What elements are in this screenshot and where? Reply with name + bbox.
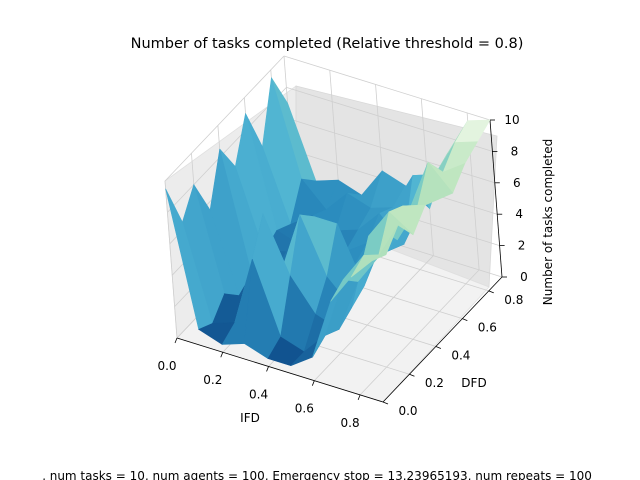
tick-marks [174,119,507,405]
z-tick-labels: 0 2 4 6 8 10 [504,113,527,284]
x-tick-label: 0.2 [203,373,222,387]
z-tick-label: 4 [515,207,523,221]
y-tick-labels: 0.0 0.2 0.4 0.6 0.8 [398,293,523,418]
x-tick-mark [220,352,224,358]
chart-footer-text: , num tasks = 10, num agents = 100, Emer… [42,469,592,480]
y-axis-line [382,276,503,403]
x-tick-mark [357,394,361,401]
grid-line [167,87,287,213]
x-tick-mark [174,337,178,344]
grid-line [359,269,480,396]
y-tick-mark [382,401,389,405]
x-axis-line [176,337,384,403]
axis-lines [176,119,503,403]
y-tick-mark [462,318,468,322]
y-tick-mark [435,346,442,349]
x-tick-label: 0.0 [157,359,176,373]
x-tick-mark [266,366,269,372]
grid-line [164,180,178,339]
chart-title: Number of tasks completed (Relative thre… [131,36,524,52]
z-tick-label: 2 [518,239,526,253]
y-tick-label: 0.6 [478,321,497,335]
y-tick-label: 0.8 [504,293,523,307]
z-tick-label: 10 [504,113,519,127]
y-tick-label: 0.4 [451,348,470,362]
z-tick-label: 0 [520,270,528,284]
z-tick-label: 6 [513,176,521,190]
x-tick-label: 0.8 [341,416,360,430]
z-axis-line [489,119,503,278]
z-axis-label: Number of tasks completed [541,139,555,305]
grid-line [283,55,491,121]
y-axis-label: DFD [461,376,486,390]
grid-line [164,55,285,182]
y-tick-label: 0.2 [425,376,444,390]
surface [165,77,491,367]
x-tick-label: 0.4 [249,387,268,401]
x-tick-label: 0.6 [295,402,314,416]
x-tick-mark [311,380,315,386]
x-axis-label: IFD [240,411,260,425]
y-tick-mark [409,373,415,377]
grid-line [314,255,434,381]
z-tick-label: 8 [511,144,519,158]
surface-patch [350,254,387,278]
y-tick-mark [488,290,494,294]
y-tick-label: 0.0 [398,404,417,418]
x-tick-labels: 0.0 0.2 0.4 0.6 0.8 [157,359,359,430]
